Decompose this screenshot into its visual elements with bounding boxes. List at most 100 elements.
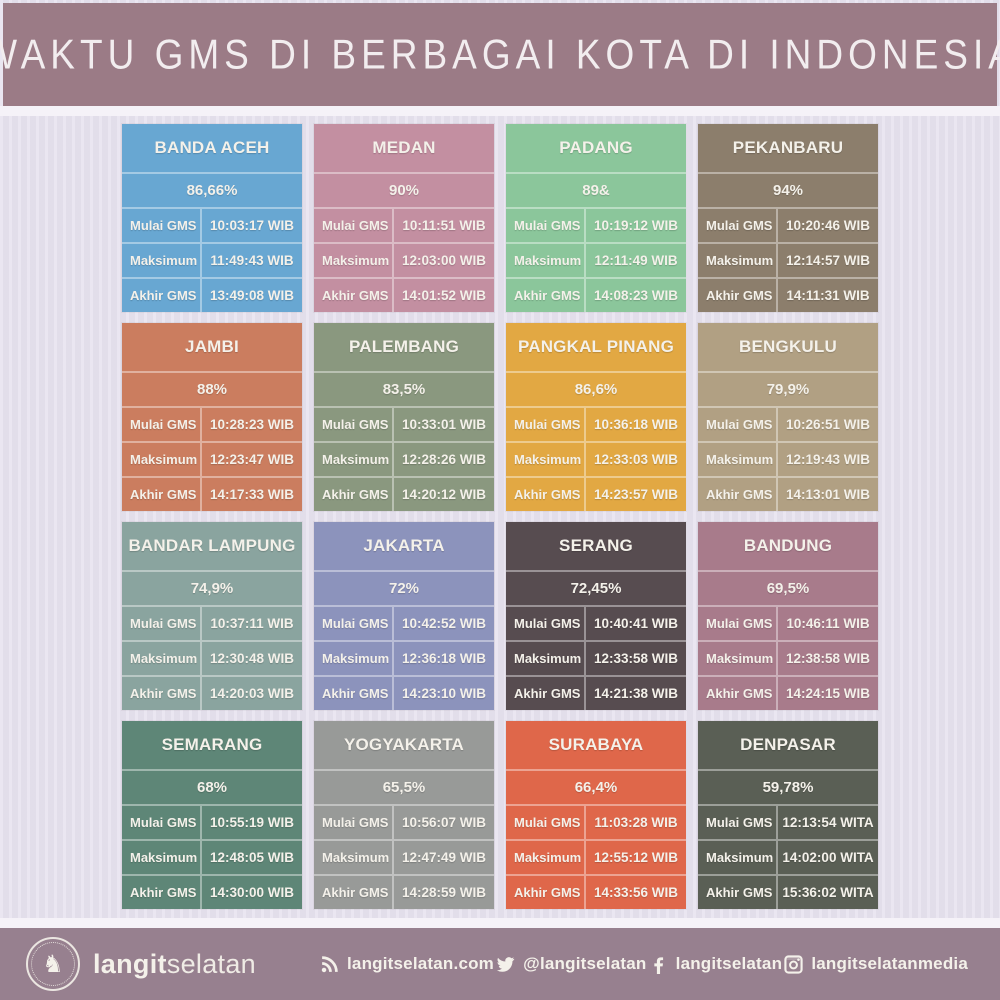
- city-card: BENGKULU 79,9% Mulai GMS 10:26:51 WIB Ma…: [698, 323, 878, 511]
- city-card: BANDA ACEH 86,66% Mulai GMS 10:03:17 WIB…: [122, 124, 302, 312]
- akhir-gms-row: Akhir GMS 14:20:12 WIB: [314, 476, 494, 511]
- maksimum-label: Maksimum: [122, 443, 203, 476]
- akhir-gms-time: 14:24:15 WIB: [786, 686, 871, 701]
- akhir-gms-time: 14:23:10 WIB: [402, 686, 487, 701]
- city-name: SEMARANG: [161, 735, 263, 754]
- mulai-gms-row: Mulai GMS 10:11:51 WIB: [314, 207, 494, 242]
- mulai-gms-label: Mulai GMS: [698, 209, 779, 242]
- akhir-gms-time: 14:28:59 WIB: [402, 885, 487, 900]
- maksimum-row: Maksimum 14:02:00 WITA: [698, 839, 878, 874]
- maksimum-label: Maksimum: [314, 841, 395, 874]
- coverage-percent: 90%: [314, 172, 494, 207]
- city-card: BANDUNG 69,5% Mulai GMS 10:46:11 WIB Mak…: [698, 522, 878, 710]
- akhir-gms-label: Akhir GMS: [698, 279, 779, 312]
- maksimum-row: Maksimum 11:49:43 WIB: [122, 242, 302, 277]
- city-card: SURABAYA 66,4% Mulai GMS 11:03:28 WIB Ma…: [506, 721, 686, 909]
- akhir-gms-time: 14:23:57 WIB: [594, 487, 679, 502]
- akhir-gms-label: Akhir GMS: [122, 279, 203, 312]
- akhir-gms-row: Akhir GMS 14:20:03 WIB: [122, 675, 302, 710]
- akhir-gms-row: Akhir GMS 14:23:57 WIB: [506, 476, 686, 511]
- city-card: PALEMBANG 83,5% Mulai GMS 10:33:01 WIB M…: [314, 323, 494, 511]
- mulai-gms-time: 10:28:23 WIB: [210, 417, 295, 432]
- maksimum-time: 12:47:49 WIB: [402, 850, 487, 865]
- maksimum-row: Maksimum 12:28:26 WIB: [314, 441, 494, 476]
- centaur-emblem-icon: ♞: [31, 942, 75, 986]
- coverage-percent: 59,78%: [698, 769, 878, 804]
- mulai-gms-label: Mulai GMS: [506, 806, 587, 839]
- coverage-percent: 86,6%: [506, 371, 686, 406]
- mulai-gms-time: 10:37:11 WIB: [210, 616, 294, 631]
- akhir-gms-label: Akhir GMS: [122, 677, 203, 710]
- city-card-grid: BANDA ACEH 86,66% Mulai GMS 10:03:17 WIB…: [122, 124, 878, 909]
- mulai-gms-label: Mulai GMS: [122, 209, 203, 242]
- akhir-gms-label: Akhir GMS: [314, 279, 395, 312]
- city-name: BANDUNG: [743, 536, 833, 555]
- footer-bar: ♞ langitselatan langitselatan.com @langi…: [0, 928, 1000, 1000]
- footer-link[interactable]: @langitselatan: [496, 954, 646, 974]
- maksimum-time: 12:48:05 WIB: [210, 850, 295, 865]
- mulai-gms-label: Mulai GMS: [122, 806, 203, 839]
- maksimum-time: 12:33:58 WIB: [594, 651, 679, 666]
- footer-link[interactable]: langitselatan.com: [320, 954, 494, 974]
- mulai-gms-row: Mulai GMS 10:46:11 WIB: [698, 605, 878, 640]
- city-card: BANDAR LAMPUNG 74,9% Mulai GMS 10:37:11 …: [122, 522, 302, 710]
- footer-link-label: langitselatan.com: [347, 954, 494, 973]
- maksimum-label: Maksimum: [314, 642, 395, 675]
- maksimum-time: 12:55:12 WIB: [594, 850, 679, 865]
- akhir-gms-row: Akhir GMS 14:08:23 WIB: [506, 277, 686, 312]
- akhir-gms-label: Akhir GMS: [314, 677, 395, 710]
- maksimum-time: 12:30:48 WIB: [210, 651, 295, 666]
- maksimum-label: Maksimum: [698, 244, 779, 277]
- footer-link-label: langitselatanmedia: [811, 954, 968, 973]
- brand-light: selatan: [166, 948, 256, 979]
- mulai-gms-row: Mulai GMS 10:42:52 WIB: [314, 605, 494, 640]
- mulai-gms-row: Mulai GMS 10:20:46 WIB: [698, 207, 878, 242]
- akhir-gms-label: Akhir GMS: [314, 876, 395, 909]
- maksimum-row: Maksimum 12:55:12 WIB: [506, 839, 686, 874]
- social-links: langitselatan.com @langitselatan langits…: [320, 928, 968, 1000]
- mulai-gms-time: 10:56:07 WIB: [402, 815, 487, 830]
- akhir-gms-time: 14:21:38 WIB: [594, 686, 679, 701]
- city-name: MEDAN: [372, 138, 436, 157]
- mulai-gms-time: 11:03:28 WIB: [594, 815, 678, 830]
- akhir-gms-row: Akhir GMS 14:23:10 WIB: [314, 675, 494, 710]
- mulai-gms-time: 10:26:51 WIB: [786, 417, 871, 432]
- maksimum-label: Maksimum: [506, 244, 587, 277]
- maksimum-time: 12:11:49 WIB: [594, 253, 678, 268]
- instagram-icon: [784, 954, 803, 974]
- maksimum-time: 12:23:47 WIB: [210, 452, 295, 467]
- maksimum-label: Maksimum: [698, 642, 779, 675]
- mulai-gms-row: Mulai GMS 10:55:19 WIB: [122, 804, 302, 839]
- maksimum-label: Maksimum: [506, 841, 587, 874]
- mulai-gms-row: Mulai GMS 12:13:54 WITA: [698, 804, 878, 839]
- maksimum-label: Maksimum: [314, 443, 395, 476]
- mulai-gms-label: Mulai GMS: [506, 607, 587, 640]
- mulai-gms-time: 10:20:46 WIB: [786, 218, 871, 233]
- mulai-gms-label: Mulai GMS: [314, 209, 395, 242]
- maksimum-time: 12:33:03 WIB: [594, 452, 679, 467]
- brand-bold: langit: [93, 948, 167, 979]
- maksimum-row: Maksimum 12:38:58 WIB: [698, 640, 878, 675]
- city-name: BANDAR LAMPUNG: [128, 536, 296, 555]
- maksimum-time: 12:38:58 WIB: [786, 651, 871, 666]
- maksimum-label: Maksimum: [506, 443, 587, 476]
- coverage-percent: 83,5%: [314, 371, 494, 406]
- maksimum-label: Maksimum: [698, 443, 779, 476]
- coverage-percent: 69,5%: [698, 570, 878, 605]
- akhir-gms-label: Akhir GMS: [698, 876, 779, 909]
- footer-link[interactable]: langitselatanmedia: [784, 954, 968, 974]
- mulai-gms-label: Mulai GMS: [698, 408, 779, 441]
- mulai-gms-row: Mulai GMS 10:33:01 WIB: [314, 406, 494, 441]
- akhir-gms-row: Akhir GMS 14:24:15 WIB: [698, 675, 878, 710]
- mulai-gms-time: 10:19:12 WIB: [594, 218, 679, 233]
- footer-link[interactable]: langitselatan: [649, 954, 783, 974]
- city-name: PALEMBANG: [348, 337, 460, 356]
- mulai-gms-row: Mulai GMS 10:19:12 WIB: [506, 207, 686, 242]
- maksimum-row: Maksimum 12:03:00 WIB: [314, 242, 494, 277]
- city-card: PADANG 89& Mulai GMS 10:19:12 WIB Maksim…: [506, 124, 686, 312]
- page-title: WAKTU GMS DI BERBAGAI KOTA DI INDONESIA: [0, 30, 1000, 77]
- city-card: MEDAN 90% Mulai GMS 10:11:51 WIB Maksimu…: [314, 124, 494, 312]
- header-banner: WAKTU GMS DI BERBAGAI KOTA DI INDONESIA: [0, 3, 1000, 106]
- akhir-gms-time: 14:08:23 WIB: [594, 288, 679, 303]
